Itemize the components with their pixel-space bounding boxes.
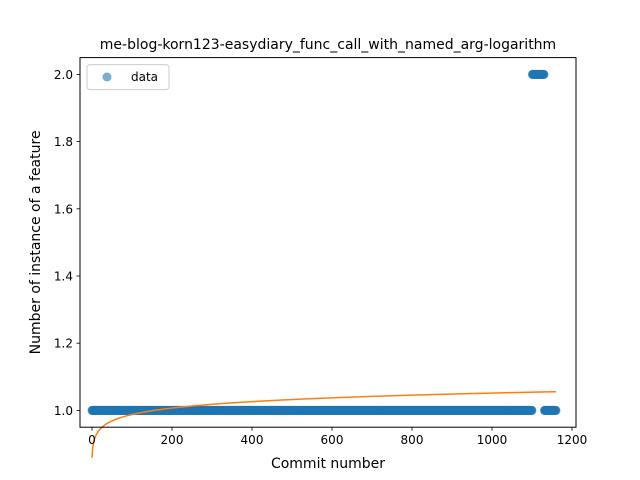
fit-line (91, 390, 557, 458)
y-tick-label: 1.8 (54, 135, 73, 149)
x-tick-label: 1200 (557, 433, 588, 447)
x-axis: 0 200 400 600 800 1000 1200 (88, 427, 587, 447)
y-tick-label: 2.0 (54, 68, 73, 82)
chart-title: me-blog-korn123-easydiary_func_call_with… (100, 37, 556, 53)
legend-marker-data (102, 72, 112, 82)
x-tick-label: 400 (241, 433, 264, 447)
y-tick-label: 1.0 (54, 404, 73, 418)
x-tick-label: 600 (321, 433, 344, 447)
legend: data (86, 64, 170, 91)
y-axis: 1.0 1.2 1.4 1.6 1.8 2.0 (54, 68, 80, 418)
x-axis-label: Commit number (271, 456, 385, 472)
legend-box (86, 64, 170, 91)
axes-frame (79, 57, 577, 428)
legend-label-data: data (131, 70, 158, 84)
x-tick-label: 800 (401, 433, 424, 447)
y-tick-label: 1.4 (54, 270, 73, 284)
plot-area: 0 200 400 600 800 1000 1200 1.0 1.2 1.4 1.6 1.8 2.0 (54, 57, 587, 458)
x-tick-label: 200 (161, 433, 184, 447)
data-point (551, 405, 561, 415)
x-tick-label: 1000 (477, 433, 508, 447)
x-tick-label: 0 (88, 433, 96, 447)
y-axis-label: Number of instance of a feature (28, 130, 44, 354)
data-point (527, 405, 537, 415)
y-tick-label: 1.6 (54, 202, 73, 216)
y-tick-label: 1.2 (54, 337, 73, 351)
series-layer (87, 69, 561, 458)
data-point (539, 69, 549, 79)
